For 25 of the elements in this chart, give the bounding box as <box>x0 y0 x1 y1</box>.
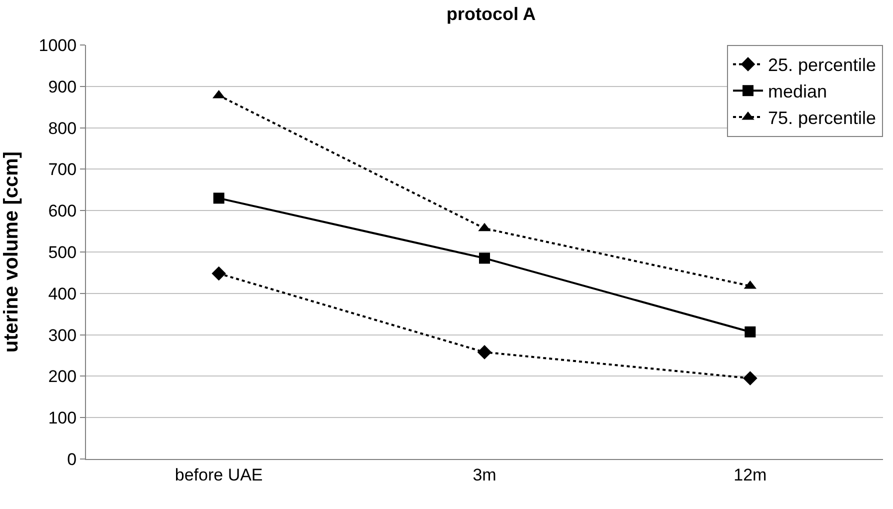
y-tick-label: 400 <box>48 284 77 304</box>
y-tick-label: 500 <box>48 242 77 262</box>
y-tick-label: 800 <box>48 118 77 138</box>
y-tick-label: 300 <box>48 326 77 345</box>
y-tick-label: 700 <box>48 160 77 180</box>
x-tick-label: 12m <box>734 465 767 484</box>
y-tick-label: 0 <box>67 450 77 469</box>
legend-label: 75. percentile <box>768 108 876 128</box>
y-tick-label: 900 <box>48 77 77 96</box>
point <box>477 345 492 360</box>
point <box>212 266 226 281</box>
point <box>744 326 756 338</box>
point <box>479 252 490 264</box>
y-tick-label: 600 <box>48 202 77 221</box>
x-tick-label: before UAE <box>174 465 263 484</box>
point <box>743 371 758 386</box>
y-axis-title: uterine volume [ccm] <box>0 151 22 353</box>
y-tick-label: 1000 <box>38 36 77 55</box>
y-tick-label: 200 <box>48 367 77 386</box>
point <box>213 192 224 204</box>
y-tick-label: 100 <box>48 408 77 428</box>
legend-label: median <box>768 82 828 102</box>
x-tick-label: 3m <box>472 465 496 484</box>
chart-title: protocol A <box>446 4 536 24</box>
legend-label: 25. percentile <box>768 55 876 76</box>
